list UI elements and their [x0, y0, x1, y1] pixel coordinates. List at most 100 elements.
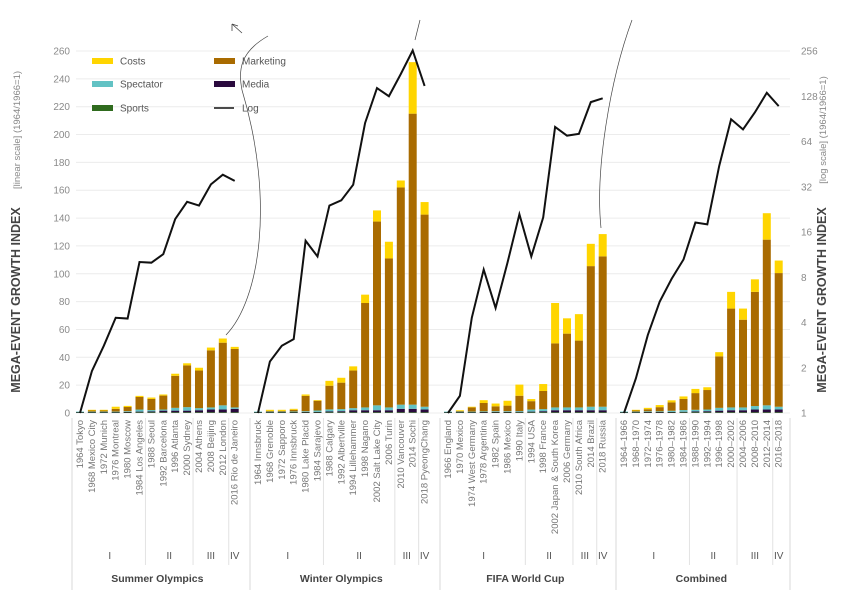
- bar-segment-spectator: [467, 411, 476, 413]
- bar-segment-spectator: [135, 409, 144, 412]
- x-tick-label: 2002 Japan & South Korea: [550, 419, 561, 534]
- bar-segment-costs: [87, 409, 96, 411]
- bar-segment-sports: [99, 412, 108, 413]
- y-tick-label-right: 2: [801, 363, 807, 374]
- bar-segment-spectator: [563, 407, 571, 411]
- bar-segment-marketing: [337, 382, 346, 410]
- bar-segment-spectator: [527, 409, 536, 412]
- y-axis-subtitle-left: [linear scale] (1964/1966=1): [12, 71, 23, 189]
- x-tick-label: 1976–1978: [655, 420, 666, 468]
- x-tick-label: 2016–2018: [774, 420, 785, 468]
- bar-segment-sports: [727, 412, 736, 413]
- x-tick-label: 1974 West Germany: [467, 420, 478, 507]
- bar-segment-spectator: [455, 411, 464, 413]
- y-tick-label-right: 8: [801, 273, 807, 284]
- phase-label: IV: [420, 551, 430, 562]
- x-tick-label: 1994 USA: [526, 419, 537, 463]
- bar-segment-marketing: [159, 395, 168, 410]
- bar-segment-spectator: [277, 411, 286, 413]
- bar-segment-spectator: [539, 409, 548, 412]
- annotation-curve-winter: [414, 19, 421, 41]
- y-axis-title-right: MEGA-EVENT GROWTH INDEX: [815, 207, 829, 393]
- phase-label: I: [286, 551, 289, 562]
- bar-segment-sports: [762, 412, 771, 413]
- x-tick-label: 1980 Moscow: [123, 420, 134, 479]
- bar-segment-media: [655, 412, 664, 413]
- bar-segment-costs: [643, 407, 652, 410]
- x-tick-label: 1992 Barcelona: [158, 419, 169, 486]
- bar-segment-spectator: [715, 407, 724, 411]
- bar-segment-costs: [727, 291, 736, 309]
- bar-segment-sports: [715, 412, 724, 413]
- y-tick-label-left: 0: [64, 409, 70, 420]
- bar-segment-media: [289, 411, 298, 413]
- y-axis-left: 0 20 40 60 80 100 120 140 160 180 200 220 240 260: [53, 47, 70, 420]
- bar-segment-costs: [691, 388, 700, 394]
- bar-segment-media: [679, 411, 688, 413]
- x-tick-label: 1964 Tokyo: [75, 420, 86, 468]
- bar-segment-costs: [99, 409, 108, 411]
- x-tick-label: 1972–1974: [643, 420, 654, 468]
- bar-segment-costs: [491, 403, 500, 407]
- bar-segment-media: [539, 411, 548, 413]
- legend-swatch-spectator: [92, 81, 113, 87]
- bar-segment-marketing: [313, 400, 322, 411]
- bar-segment-sports: [289, 412, 298, 413]
- bar-segment-media: [727, 410, 736, 413]
- bar-segment-costs: [218, 338, 227, 343]
- y-tick-label-left: 140: [53, 214, 70, 225]
- y-tick-label-right: 128: [801, 92, 818, 103]
- x-tick-label: 1992 Albertville: [336, 420, 347, 484]
- bar-segment-media: [206, 409, 215, 413]
- bar-segment-spectator: [349, 408, 358, 411]
- bar-segment-spectator: [479, 411, 488, 413]
- bar-segment-spectator: [337, 409, 346, 412]
- bar-segment-sports: [455, 412, 464, 413]
- bar-segment-media: [87, 412, 96, 413]
- bar-segment-media: [396, 408, 405, 413]
- bar-segment-media: [503, 411, 512, 413]
- x-tick-label: 1980–1982: [667, 420, 678, 468]
- y-tick-label-left: 220: [53, 102, 70, 113]
- bar-segment-spectator: [750, 406, 759, 410]
- bar-segment-costs: [349, 366, 358, 371]
- x-tick-label: 1988–1990: [690, 420, 701, 468]
- bar-segment-sports: [527, 412, 536, 413]
- x-tick-label: 1972 Sapporo: [277, 420, 288, 480]
- bar-segment-marketing: [349, 370, 358, 409]
- annotation-arrow-summer: [231, 23, 243, 34]
- bar-segment-sports: [563, 412, 571, 413]
- x-tick-label: 2014 Brazil: [586, 420, 597, 468]
- phase-label: I: [108, 551, 111, 562]
- phase-label: IV: [598, 551, 608, 562]
- y-tick-label-left: 100: [53, 269, 70, 280]
- bar-segment-sports: [396, 412, 405, 413]
- bar-segment-costs: [574, 314, 583, 341]
- y-tick-label-right: 32: [801, 182, 813, 193]
- bar-segment-media: [455, 412, 464, 413]
- bar-segment-media: [420, 409, 429, 413]
- bar-segment-media: [171, 410, 180, 413]
- bar-segment-media: [703, 411, 712, 413]
- bar-segment-sports: [361, 412, 370, 413]
- bar-segment-spectator: [655, 411, 664, 413]
- bar-segment-costs: [667, 400, 676, 403]
- bar-segment-spectator: [491, 411, 500, 412]
- bar-segment-marketing: [230, 348, 239, 408]
- bar-segment-marketing: [643, 409, 652, 412]
- bar-segment-marketing: [373, 221, 381, 406]
- log-lines: [79, 47, 780, 414]
- x-tick-label: 1988 Seoul: [146, 420, 157, 468]
- x-tick-label: 1984 Los Angeles: [135, 420, 146, 496]
- bar-segment-spectator: [396, 404, 405, 409]
- bar-segment-spectator: [586, 406, 595, 411]
- bar-segment-marketing: [206, 350, 215, 408]
- bar-segment-marketing: [598, 256, 607, 407]
- phase-label: III: [403, 551, 411, 562]
- x-tick-label: 1976 Innsbruck: [289, 420, 300, 485]
- phase-label: III: [207, 551, 215, 562]
- bar-segment-sports: [111, 412, 120, 413]
- bar-segment-marketing: [667, 402, 676, 411]
- bar-segment-spectator: [373, 405, 381, 411]
- bar-segment-sports: [123, 412, 132, 413]
